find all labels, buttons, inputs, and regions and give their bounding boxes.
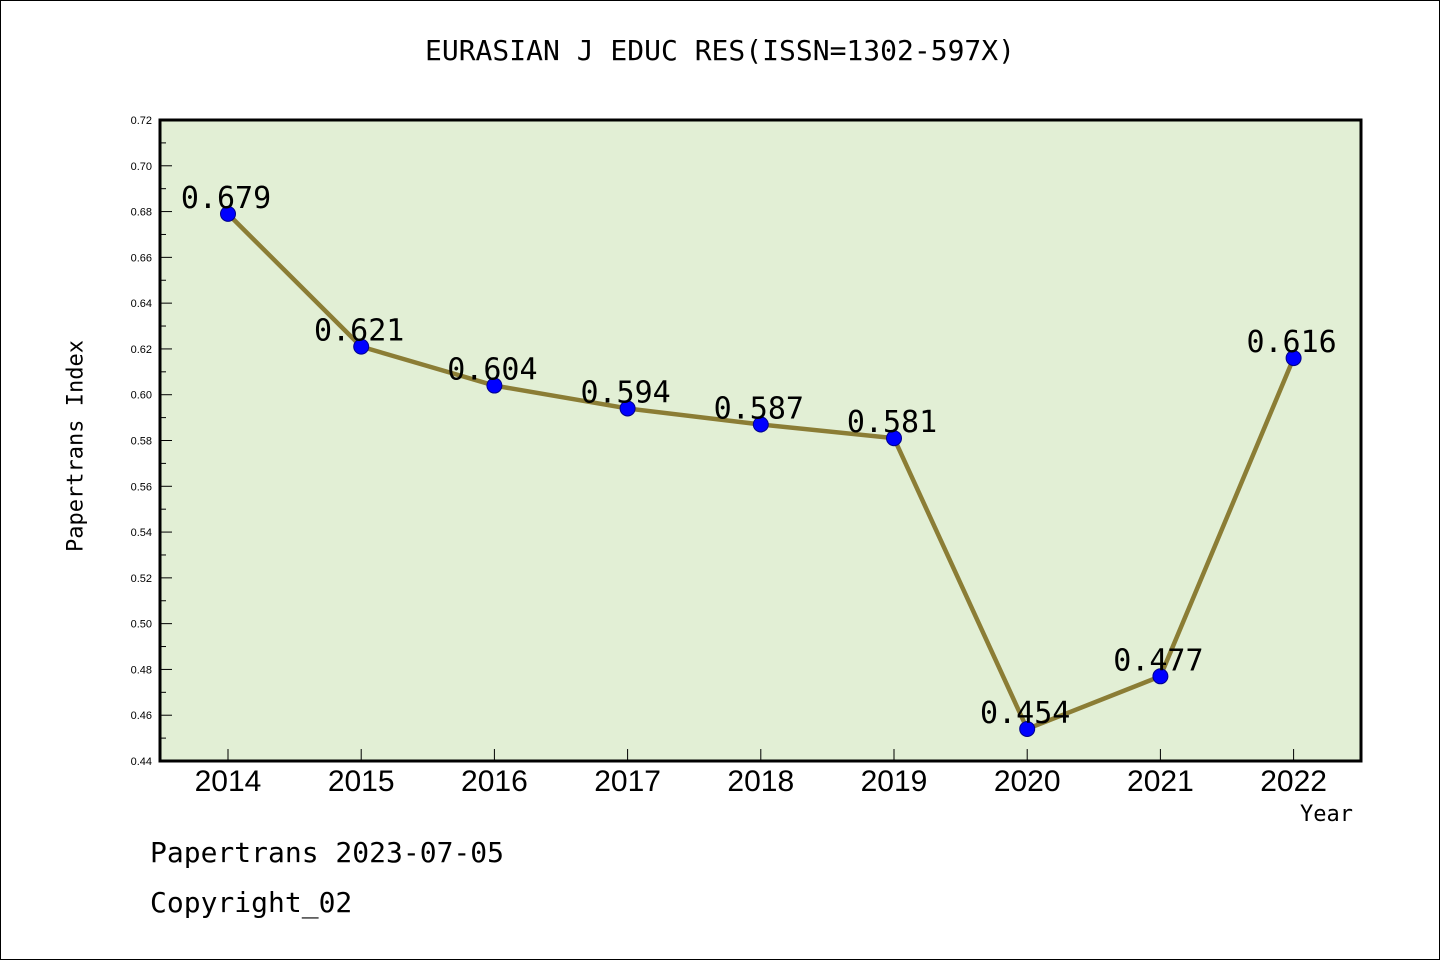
x-tick-label: 2017 xyxy=(594,765,661,798)
data-point xyxy=(752,416,769,433)
x-tick-label: 2018 xyxy=(727,765,794,798)
y-tick-label: 0.52 xyxy=(131,573,152,585)
y-tick-label: 0.56 xyxy=(131,481,152,493)
x-tick-label: 2022 xyxy=(1260,765,1327,798)
y-tick-label: 0.48 xyxy=(131,664,152,676)
y-tick-label: 0.68 xyxy=(131,207,152,219)
data-label: 0.581 xyxy=(847,405,937,440)
x-tick-label: 2020 xyxy=(994,765,1061,798)
data-label: 0.604 xyxy=(447,353,537,388)
data-point xyxy=(1285,350,1302,367)
y-tick-label: 0.46 xyxy=(131,710,152,722)
data-label: 0.454 xyxy=(980,696,1070,731)
plot-area xyxy=(160,120,1361,761)
plot-border xyxy=(158,118,1363,763)
data-label: 0.679 xyxy=(181,181,271,216)
x-tick-label: 2019 xyxy=(861,765,928,798)
data-label: 0.477 xyxy=(1113,643,1203,678)
x-tick-label: 2021 xyxy=(1127,765,1194,798)
data-label: 0.616 xyxy=(1246,325,1336,360)
y-tick-label: 0.50 xyxy=(131,619,152,631)
data-label: 0.587 xyxy=(714,391,804,426)
data-point xyxy=(1019,720,1036,737)
y-tick-label: 0.54 xyxy=(131,527,152,539)
data-point xyxy=(1152,668,1169,685)
data-point xyxy=(619,400,636,417)
footer-copyright: Copyright_02 xyxy=(150,886,353,919)
y-tick-label: 0.60 xyxy=(131,390,152,402)
y-tick-label: 0.58 xyxy=(131,436,152,448)
y-tick-label: 0.64 xyxy=(131,298,152,310)
footer-date: Papertrans 2023-07-05 xyxy=(150,836,505,869)
x-tick-label: 2016 xyxy=(461,765,528,798)
data-point xyxy=(220,205,236,222)
y-tick-label: 0.62 xyxy=(131,344,152,356)
data-point xyxy=(886,430,902,447)
x-tick-label: 2014 xyxy=(195,765,262,798)
y-tick-label: 0.70 xyxy=(131,161,152,173)
y-tick-label: 0.72 xyxy=(131,115,152,127)
data-label: 0.621 xyxy=(314,314,404,349)
data-point xyxy=(486,377,503,394)
data-label: 0.594 xyxy=(580,375,670,410)
data-point xyxy=(353,338,370,355)
y-tick-label: 0.66 xyxy=(131,252,152,264)
x-tick-label: 2015 xyxy=(328,765,395,798)
chart-title: EURASIAN J EDUC RES(ISSN=1302-597X) xyxy=(424,34,1015,67)
x-axis-label: Year xyxy=(1300,802,1353,827)
y-tick-label: 0.44 xyxy=(131,756,152,768)
